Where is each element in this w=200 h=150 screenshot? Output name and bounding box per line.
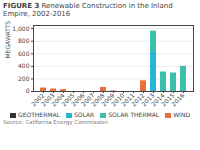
svg-text:1,000: 1,000 [12, 25, 29, 32]
svg-text:2008: 2008 [89, 91, 106, 108]
svg-text:2016: 2016 [170, 91, 186, 107]
svg-text:2004: 2004 [49, 91, 66, 108]
svg-text:2010: 2010 [109, 91, 126, 108]
svg-text:2011: 2011 [119, 91, 136, 108]
svg-text:600: 600 [18, 50, 30, 57]
svg-text:800: 800 [18, 37, 30, 44]
svg-text:2005: 2005 [59, 91, 76, 108]
svg-text:2015: 2015 [159, 91, 176, 108]
html-text:SOLAR: SOLAR [73, 111, 95, 118]
html-text:Source: California Energy Comm: Source: California Energy Commission [3, 119, 108, 125]
html-text:SOLAR THERMAL: SOLAR THERMAL [108, 111, 160, 118]
svg-text:2002: 2002 [29, 91, 46, 108]
svg-text:2012: 2012 [129, 91, 146, 108]
html-text:WIND: WIND [173, 111, 190, 118]
svg-text:MEGAWATTS: MEGAWATTS [4, 21, 11, 59]
svg-text:2003: 2003 [39, 91, 56, 108]
svg-text:400: 400 [18, 62, 30, 69]
html-text:FIGURE 3 Renewable Constructio: FIGURE 3 Renewable Construction in the I… [3, 2, 173, 18]
svg-text:2007: 2007 [79, 91, 96, 108]
svg-text:0: 0 [26, 87, 30, 94]
html-text:GEOTHERMAL: GEOTHERMAL [18, 111, 60, 118]
svg-text:2006: 2006 [69, 91, 86, 108]
svg-text:200: 200 [18, 75, 30, 82]
svg-text:2013: 2013 [139, 91, 156, 108]
svg-text:2009: 2009 [99, 91, 116, 108]
svg-text:2014: 2014 [149, 91, 166, 108]
